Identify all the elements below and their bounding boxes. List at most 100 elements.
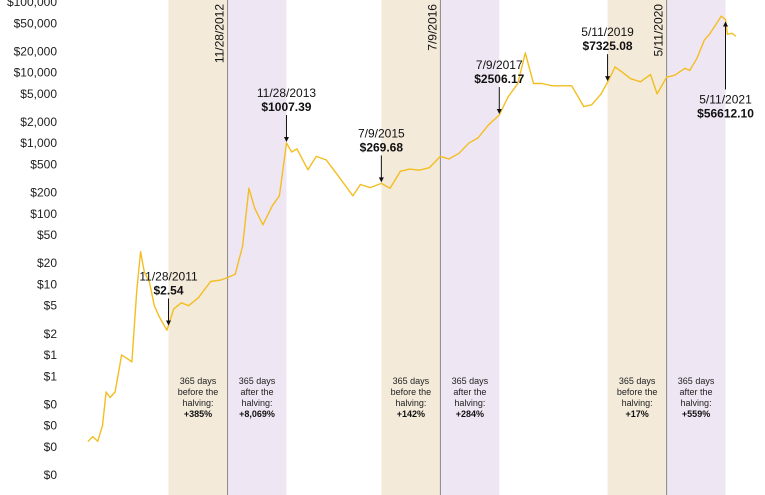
band-note-line: 365 days xyxy=(452,376,489,386)
price-point xyxy=(153,305,155,307)
annotation-date: 7/9/2015 xyxy=(358,126,405,140)
band-note-line: before the xyxy=(178,387,219,397)
band-change-pct: +17% xyxy=(625,409,648,419)
price-point xyxy=(241,245,244,247)
y-tick-label: $1 xyxy=(44,348,58,362)
halving-date-label: 11/28/2012 xyxy=(213,4,227,63)
band-note-line: before the xyxy=(617,387,658,397)
annotation-date: 7/9/2017 xyxy=(476,58,523,72)
y-tick-label: $0 xyxy=(44,468,58,482)
annotation-date: 5/11/2019 xyxy=(581,25,634,39)
band-change-pct: +8,069% xyxy=(239,409,275,419)
y-tick-label: $0 xyxy=(44,440,58,454)
y-tick-label: $100 xyxy=(30,207,57,221)
price-point xyxy=(114,391,116,393)
price-point xyxy=(359,183,361,186)
y-tick-label: $10,000 xyxy=(14,66,58,80)
annotation-price: $2506.17 xyxy=(474,72,524,86)
price-point xyxy=(197,297,200,299)
y-tick-label: $10 xyxy=(37,277,57,291)
halving-lines: 11/28/2012 7/9/2016 5/11/2020 xyxy=(213,0,668,495)
price-point xyxy=(409,168,411,170)
band-change-pct: +142% xyxy=(397,409,425,419)
price-point xyxy=(561,85,563,87)
price-point xyxy=(226,276,229,279)
price-point xyxy=(720,15,722,17)
y-tick-label: $5 xyxy=(44,299,58,313)
price-point xyxy=(271,205,273,207)
price-point xyxy=(101,425,104,427)
annotations: 11/28/2011$2.54 11/28/2013$1007.39 7/9/201… xyxy=(139,21,754,326)
y-tick-label: $50 xyxy=(37,228,57,242)
price-point xyxy=(296,148,298,150)
band-note-line: 365 days xyxy=(678,376,715,386)
band-note-line: halving: xyxy=(454,398,485,408)
price-point xyxy=(136,290,138,292)
y-tick-label: $1 xyxy=(44,369,58,383)
band-before-4 xyxy=(607,0,667,495)
annotation-date: 11/28/2011 xyxy=(139,269,198,283)
y-tick-label: $200 xyxy=(30,186,57,200)
price-point xyxy=(734,35,737,37)
price-point xyxy=(541,82,543,85)
price-point xyxy=(524,52,526,54)
band-note-line: 365 days xyxy=(619,376,656,386)
price-point xyxy=(498,114,500,116)
price-point xyxy=(684,67,686,69)
price-point xyxy=(468,142,470,144)
price-point xyxy=(458,152,460,154)
y-axis: $100,000 $50,000 $20,000 $10,000 $5,000 $2,00… xyxy=(7,0,57,482)
price-line xyxy=(87,15,736,442)
price-point xyxy=(726,33,729,35)
annotation-date: 11/28/2013 xyxy=(257,86,316,100)
price-point xyxy=(234,273,236,275)
price-point xyxy=(105,391,107,393)
annotation-arrowhead xyxy=(283,136,289,142)
price-point xyxy=(210,280,212,283)
band-after-5 xyxy=(666,0,726,495)
band-note-line: 365 days xyxy=(180,376,217,386)
band-after-3 xyxy=(440,0,500,495)
price-point xyxy=(278,195,280,197)
price-point xyxy=(262,224,264,226)
band-note-line: halving: xyxy=(242,398,273,408)
band-before-2 xyxy=(381,0,441,495)
price-point xyxy=(590,104,593,106)
price-point xyxy=(674,74,676,76)
price-point xyxy=(708,33,711,35)
band-change-pct: +385% xyxy=(184,409,212,419)
price-point xyxy=(696,57,698,59)
price-point xyxy=(477,137,479,139)
y-tick-label: $0 xyxy=(44,419,58,433)
price-point xyxy=(254,207,256,209)
price-point xyxy=(97,440,99,442)
y-tick-label: $5,000 xyxy=(20,87,57,101)
price-point xyxy=(551,85,553,87)
price-point xyxy=(131,361,133,363)
band-note-line: before the xyxy=(391,387,432,397)
y-tick-label: $20,000 xyxy=(14,44,58,58)
price-point xyxy=(335,172,337,174)
annotation-arrowhead xyxy=(496,109,502,115)
y-tick-label: $2 xyxy=(44,327,58,341)
band-note-line: halving: xyxy=(395,398,426,408)
band-note-line: halving: xyxy=(622,398,653,408)
y-tick-label: $500 xyxy=(30,157,57,171)
price-point xyxy=(439,155,441,158)
band-after-1 xyxy=(227,0,287,495)
price-point xyxy=(188,305,190,307)
price-point xyxy=(731,32,733,34)
price-point xyxy=(606,81,609,83)
band-note-line: 365 days xyxy=(239,376,276,386)
price-point xyxy=(158,316,160,318)
band-note-line: halving: xyxy=(183,398,214,408)
annotation-price: $269.68 xyxy=(360,140,404,154)
annotation-price: $7325.08 xyxy=(583,39,633,53)
band-note-line: halving: xyxy=(681,398,712,408)
annotation-date: 5/11/2021 xyxy=(699,92,752,106)
price-point xyxy=(126,357,128,359)
annotation-price: $1007.39 xyxy=(261,100,311,114)
band-note-line: 365 days xyxy=(393,376,430,386)
price-point xyxy=(571,85,573,87)
